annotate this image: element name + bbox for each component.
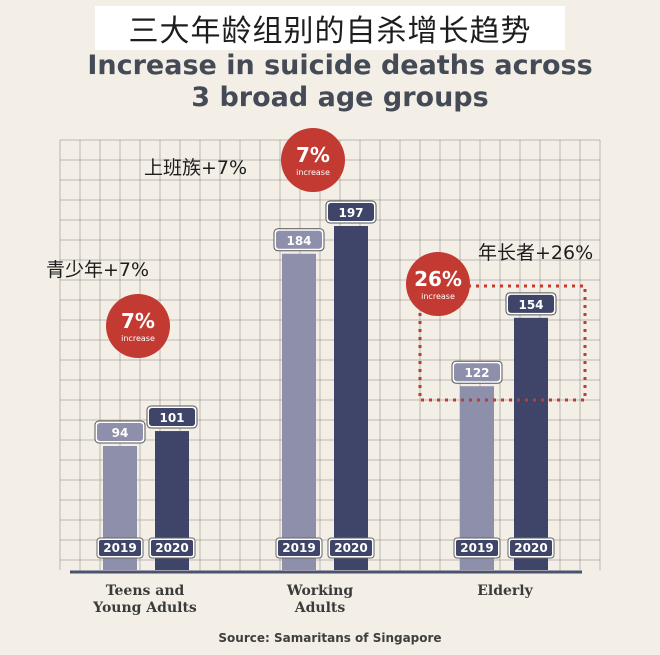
annotation-teens: 青少年+7% bbox=[46, 259, 150, 281]
year-label: 2020 bbox=[514, 541, 547, 555]
value-label-bg bbox=[508, 294, 554, 313]
year-label-bg bbox=[278, 540, 320, 556]
group-label-line: Young Adults bbox=[93, 600, 197, 616]
highlight-box bbox=[418, 284, 587, 402]
group-label-elderly: Elderly bbox=[430, 583, 580, 600]
bar bbox=[514, 317, 548, 570]
group-label-line: Adults bbox=[294, 600, 346, 616]
bubble-word: increase bbox=[121, 334, 155, 343]
value-label: 197 bbox=[338, 206, 363, 220]
year-label-bg bbox=[330, 540, 372, 556]
year-label: 2019 bbox=[282, 541, 315, 555]
value-label: 122 bbox=[464, 366, 489, 380]
bar bbox=[282, 253, 316, 571]
year-label-bg bbox=[99, 540, 141, 556]
year-label-bg bbox=[510, 540, 552, 556]
value-label-bg bbox=[454, 363, 500, 382]
increase-bubble bbox=[281, 128, 345, 192]
bubble-word: increase bbox=[296, 168, 330, 177]
group-label-line: Working bbox=[286, 583, 354, 599]
year-label: 2020 bbox=[155, 541, 188, 555]
group-label-line: Elderly bbox=[477, 583, 533, 599]
annotation-elderly: 年长者+26% bbox=[478, 242, 594, 264]
year-label-bg bbox=[151, 540, 193, 556]
year-label-bg bbox=[456, 540, 498, 556]
value-label: 184 bbox=[286, 234, 311, 248]
value-label: 94 bbox=[112, 426, 129, 440]
source-note: Source: Samaritans of Singapore bbox=[218, 631, 442, 645]
year-label: 2019 bbox=[103, 541, 136, 555]
increase-bubble bbox=[106, 294, 170, 358]
group-label-working: Working Adults bbox=[245, 583, 395, 617]
value-label-bg bbox=[97, 423, 143, 441]
year-label: 2020 bbox=[334, 541, 367, 555]
value-label: 154 bbox=[518, 298, 543, 312]
value-label: 101 bbox=[159, 411, 184, 425]
group-label-teens: Teens and Young Adults bbox=[70, 583, 220, 617]
overlay-title: 三大年龄组别的自杀增长趋势 bbox=[95, 6, 565, 50]
bubble-percent: 26% bbox=[414, 267, 462, 291]
value-label-bg bbox=[149, 408, 195, 427]
value-label-bg bbox=[276, 230, 322, 249]
bubble-percent: 7% bbox=[296, 143, 330, 167]
value-label-bg bbox=[328, 203, 374, 221]
chart-title-line2: 3 broad age groups bbox=[191, 82, 489, 113]
annotation-working: 上班族+7% bbox=[144, 157, 248, 179]
bubble-percent: 7% bbox=[121, 309, 155, 333]
chart-title-line1: Increase in suicide deaths across bbox=[87, 50, 593, 81]
increase-bubble bbox=[406, 252, 470, 316]
year-label: 2019 bbox=[460, 541, 493, 555]
bar bbox=[334, 226, 368, 570]
group-label-line: Teens and bbox=[105, 583, 185, 599]
bubble-word: increase bbox=[421, 292, 455, 301]
